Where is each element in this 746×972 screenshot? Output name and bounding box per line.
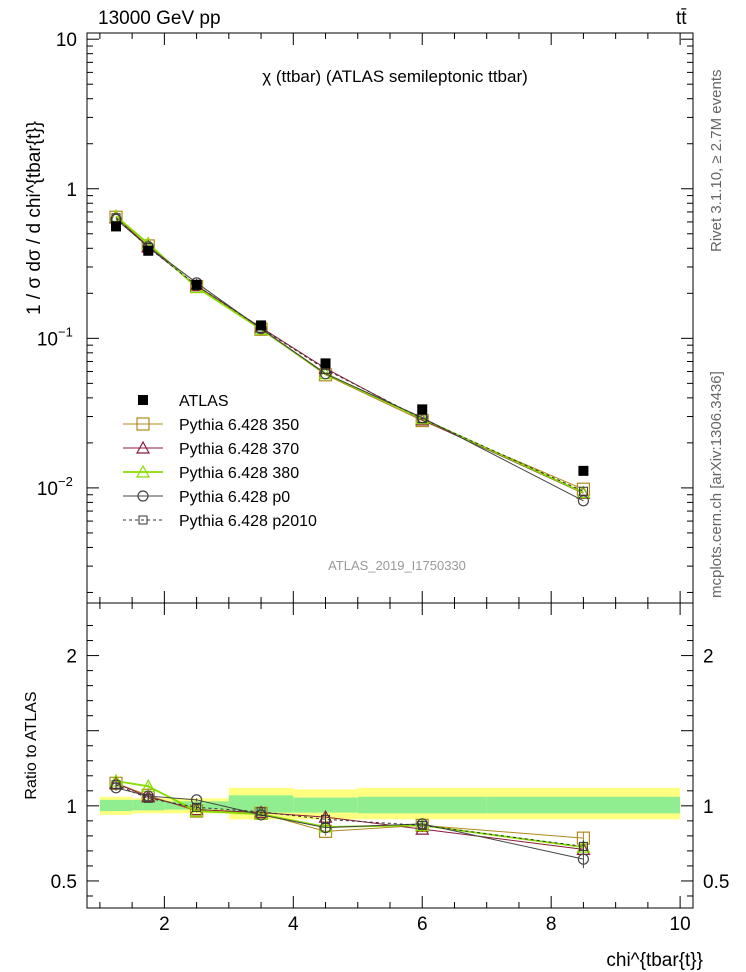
data-marker [417,414,427,424]
data-marker [190,794,203,806]
y-tick-label: 10 [37,479,58,500]
y-tick-label-exponent: −1 [58,324,73,339]
x-tick-label: 6 [417,914,428,935]
data-marker [256,320,267,331]
data-marker [136,417,150,431]
legend-entry-label: Pythia 6.428 350 [179,417,299,434]
x-tick-label: 10 [670,914,691,935]
data-marker [320,358,331,369]
y-tick-label-right: 0.5 [703,872,729,893]
y-tick-label: 10 [37,329,58,350]
data-marker [256,807,266,817]
y-tick-label-exponent: −2 [58,474,73,489]
data-marker [135,440,151,454]
stat-uncertainty-band [132,799,165,811]
legend-entry-label: Pythia 6.428 p0 [179,489,290,506]
data-marker [417,820,427,830]
ratio-y-axis-label-text: Ratio to ATLAS [23,691,40,799]
data-marker [138,395,148,405]
ratio-y-axis-label: Ratio to ATLAS [23,691,40,799]
y-tick-label: 1 [66,180,77,201]
x-tick-label: 2 [159,914,170,935]
data-marker [143,793,153,803]
chart-title: χ (ttbar) (ATLAS semileptonic ttbar) [262,67,528,86]
data-marker [578,465,589,476]
x-tick-label: 8 [546,914,557,935]
legend-entry-label: Pythia 6.428 p2010 [179,513,317,530]
y-axis-label-text: 1 / σ dσ / d chi^{tbar{t}} [24,121,45,315]
main-plot-frame [86,32,694,604]
data-marker [255,809,267,821]
y-tick-label: 10 [56,30,77,51]
data-marker [577,853,590,865]
y-tick-label-right: 2 [703,647,714,668]
data-marker [416,818,428,830]
data-marker [191,279,202,290]
legend-entry-label: Pythia 6.428 380 [179,465,299,482]
data-marker [143,245,154,256]
x-axis-label: chi^{tbar{t}} [606,950,703,971]
data-marker [577,495,590,507]
data-marker [578,486,588,496]
data-marker [111,780,121,790]
data-marker [135,464,151,478]
energy-label: 13000 GeV pp [98,8,221,29]
data-marker [138,515,148,525]
stat-uncertainty-band [357,796,487,814]
data-marker [254,806,269,820]
process-label: tt̄ [676,8,687,29]
y-tick-label: 1 [66,797,77,818]
data-marker [576,485,591,499]
data-marker [578,841,588,851]
stat-uncertainty-band [293,797,358,813]
data-marker [192,802,202,812]
y-axis-label: 1 / σ dσ / d chi^{tbar{t}} [24,121,45,315]
data-marker [319,368,332,380]
data-marker [111,221,122,232]
data-marker [415,821,430,835]
y-tick-label-right: 1 [703,797,714,818]
stat-uncertainty-band [228,795,294,813]
data-marker [321,814,331,824]
y-tick-label: 2 [66,647,77,668]
stat-uncertainty-band [99,799,133,812]
x-tick-label: 4 [288,914,299,935]
data-marker [137,490,149,502]
legend-entry-label: ATLAS [179,393,229,410]
stat-uncertainty-band [486,796,681,814]
ratio-plot-frame [86,602,694,909]
data-marker [415,411,430,425]
data-marker [189,803,204,817]
series-line [115,218,584,502]
legend-entry-label: Pythia 6.428 370 [179,441,299,458]
y-tick-label: 0.5 [51,872,77,893]
analysis-watermark: ATLAS_2019_I1750330 [328,558,466,573]
data-marker [417,404,428,415]
